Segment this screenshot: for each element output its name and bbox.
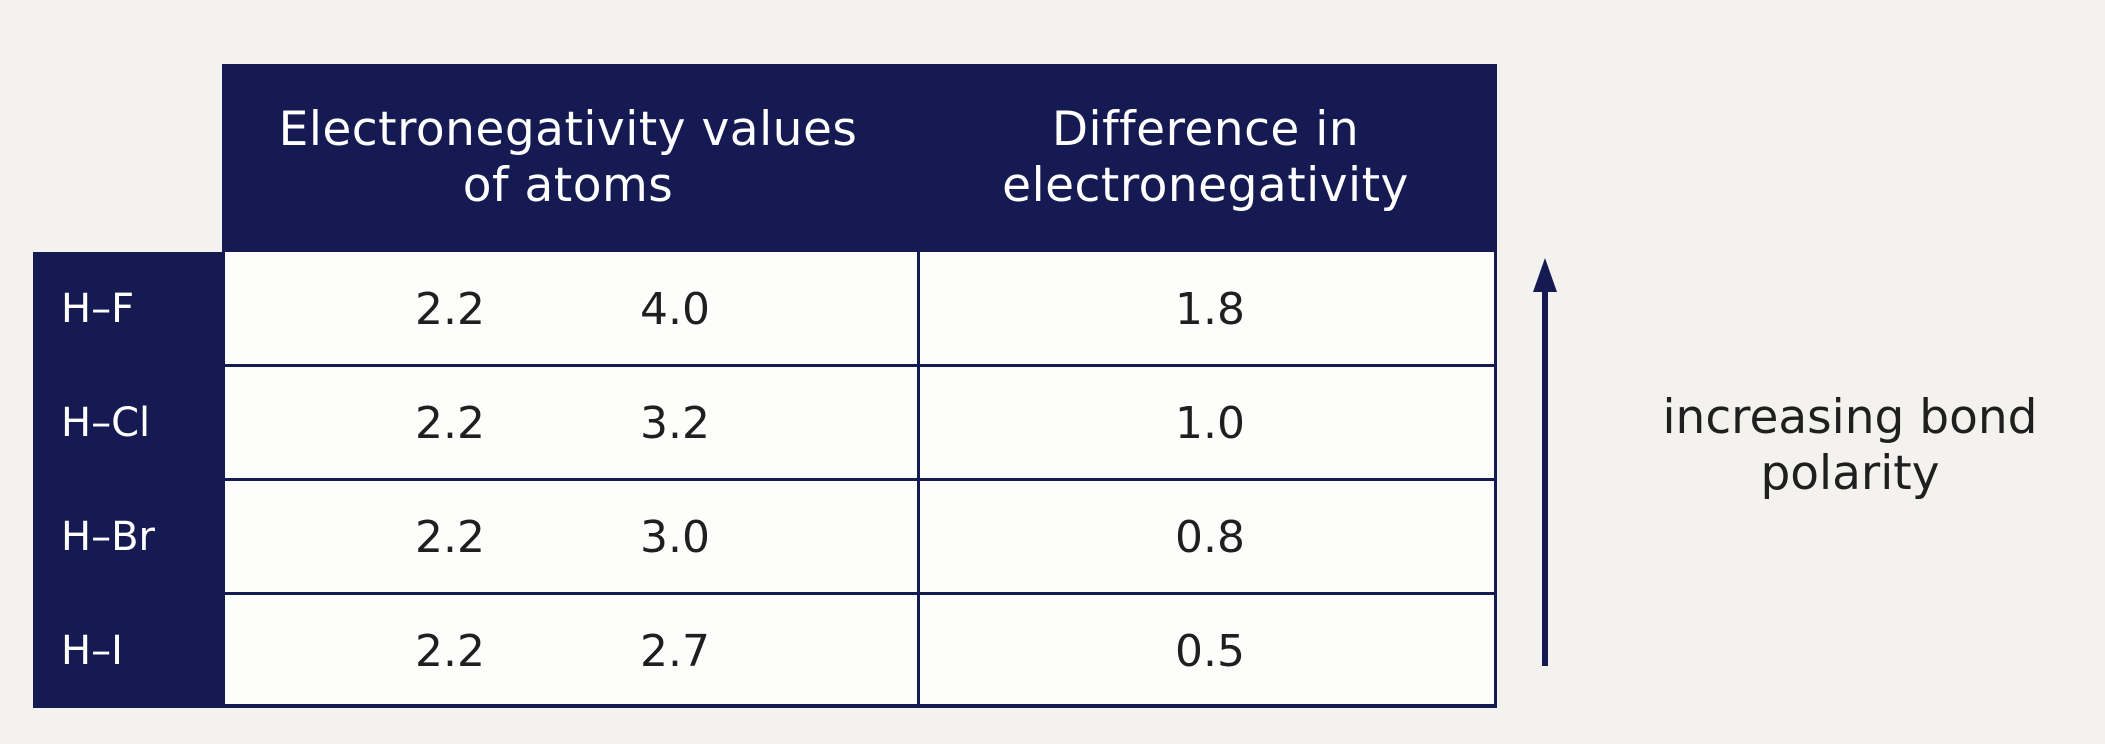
header-difference: Difference in electronegativity — [1002, 101, 1409, 213]
table-row: 2.2 2.7 0.5 — [225, 594, 1494, 708]
cell-halogen-value: 3.0 — [640, 511, 710, 563]
row-label-hcl: H–Cl — [61, 400, 151, 446]
row-label-hbr: H–Br — [61, 514, 155, 560]
row-label-hf: H–F — [61, 286, 135, 332]
cell-halogen-value: 4.0 — [640, 283, 710, 335]
polarity-label: increasing bond polarity — [1662, 390, 2038, 502]
row-divider — [225, 592, 1494, 595]
cell-h-value: 2.2 — [415, 511, 485, 563]
cell-difference: 1.0 — [1175, 397, 1245, 449]
header-electronegativity-values: Electronegativity values of atoms — [278, 101, 858, 213]
row-divider — [225, 364, 1494, 367]
table-header: Electronegativity values of atoms Differ… — [222, 64, 1497, 252]
table-row: 2.2 3.0 0.8 — [225, 480, 1494, 594]
cell-h-value: 2.2 — [415, 283, 485, 335]
cell-difference: 1.8 — [1175, 283, 1245, 335]
row-label-hi: H–I — [61, 628, 123, 674]
up-arrow-icon — [1533, 258, 1557, 666]
cell-h-value: 2.2 — [415, 397, 485, 449]
row-label-column: H–F H–Cl H–Br H–I — [33, 252, 223, 708]
table-body: 2.2 4.0 1.8 2.2 3.2 1.0 2.2 3.0 0.8 2.2 … — [222, 252, 1497, 708]
cell-halogen-value: 3.2 — [640, 397, 710, 449]
row-divider — [225, 478, 1494, 481]
cell-halogen-value: 2.7 — [640, 625, 710, 677]
table-row: 2.2 4.0 1.8 — [225, 252, 1494, 366]
cell-difference: 0.8 — [1175, 511, 1245, 563]
cell-h-value: 2.2 — [415, 625, 485, 677]
table-row: 2.2 3.2 1.0 — [225, 366, 1494, 480]
cell-difference: 0.5 — [1175, 625, 1245, 677]
